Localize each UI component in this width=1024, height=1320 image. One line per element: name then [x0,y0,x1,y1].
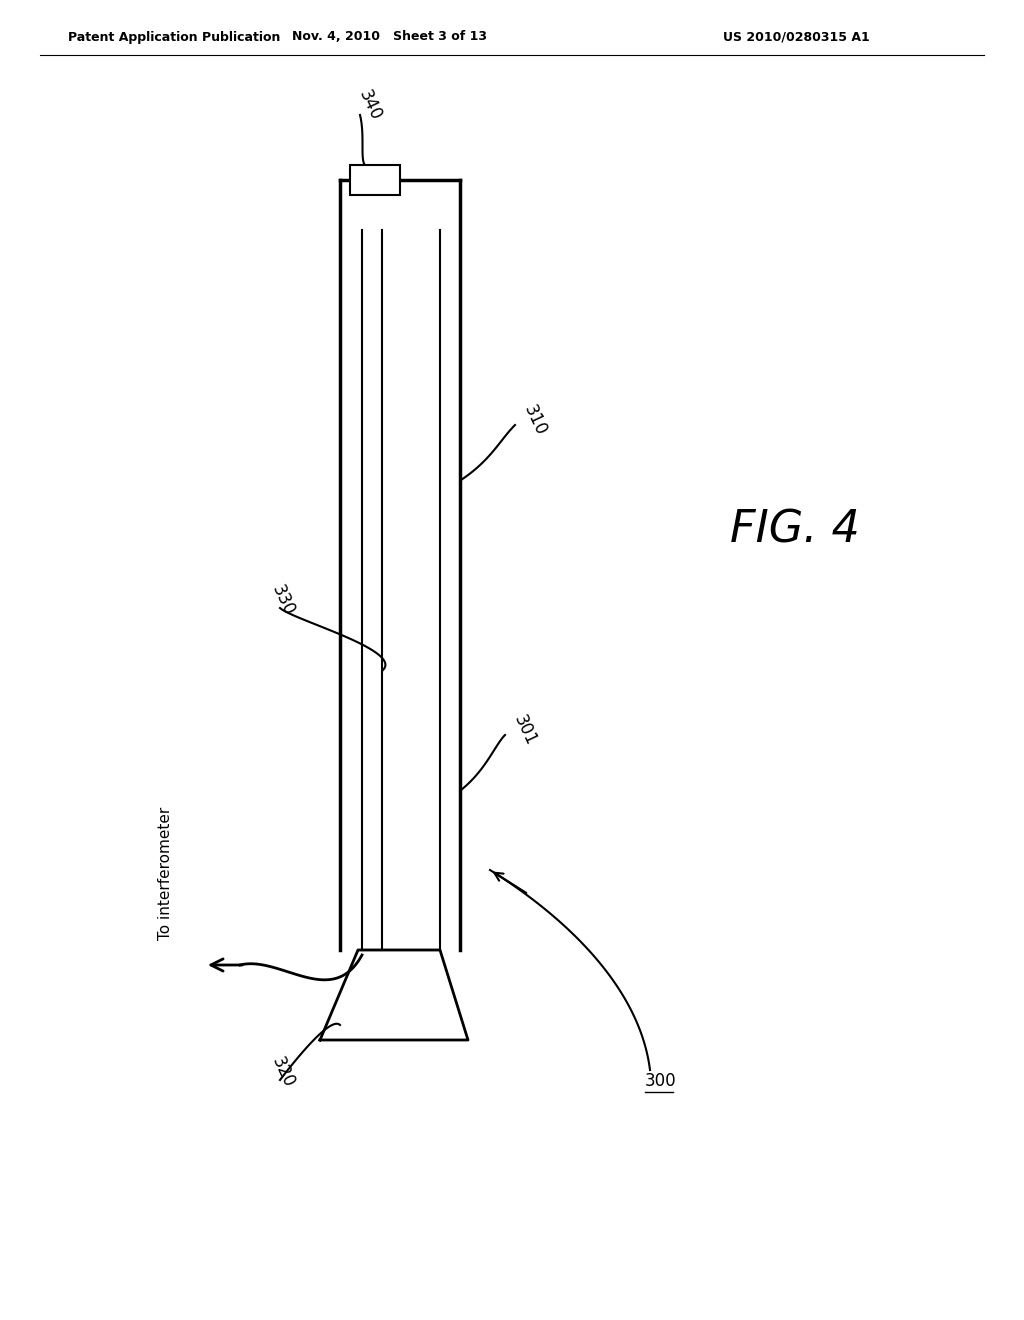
Text: 320: 320 [268,1053,298,1090]
Text: 300: 300 [645,1072,677,1090]
Polygon shape [319,950,468,1040]
Text: Patent Application Publication: Patent Application Publication [68,30,281,44]
Text: 340: 340 [355,87,385,123]
Text: US 2010/0280315 A1: US 2010/0280315 A1 [723,30,870,44]
Text: Nov. 4, 2010   Sheet 3 of 13: Nov. 4, 2010 Sheet 3 of 13 [293,30,487,44]
Text: 330: 330 [268,582,298,618]
Text: 310: 310 [520,401,550,438]
Text: To interferometer: To interferometer [158,807,172,940]
Bar [350,165,400,195]
Text: 301: 301 [510,711,540,748]
Text: FIG. 4: FIG. 4 [730,508,860,552]
